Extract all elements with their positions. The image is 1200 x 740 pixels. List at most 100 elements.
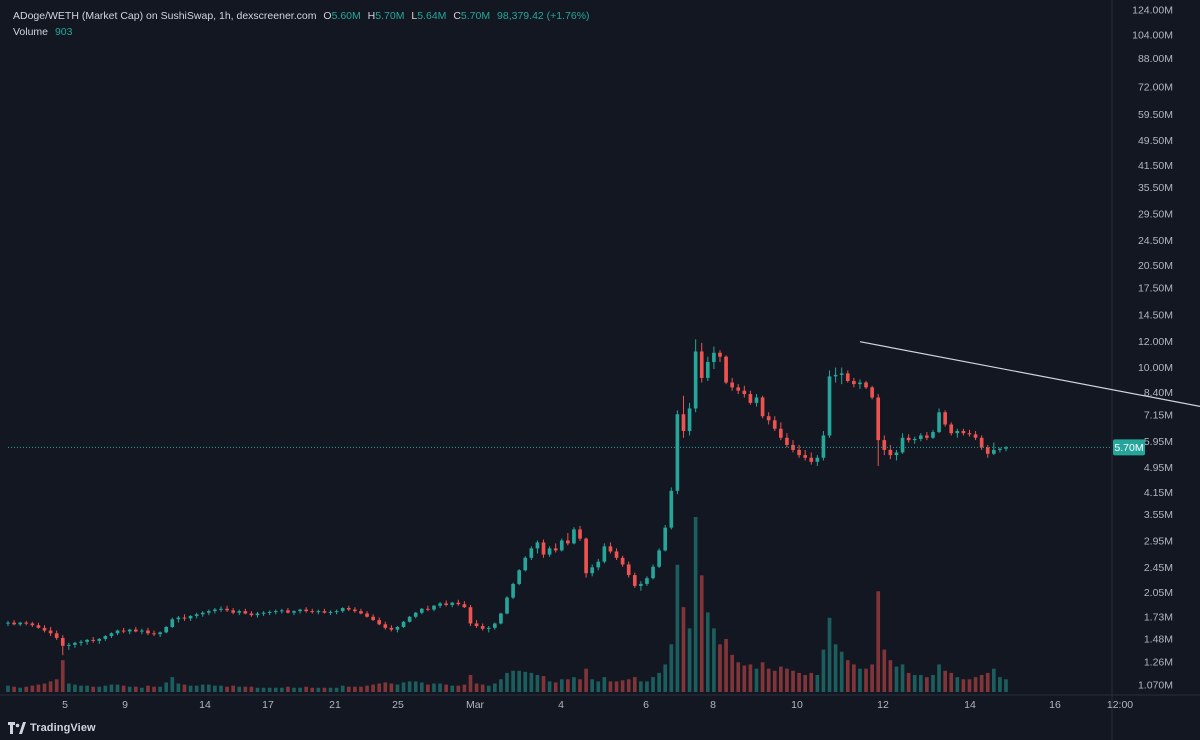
candle-body: [766, 416, 771, 421]
candle: [748, 390, 753, 405]
candle-body: [194, 614, 199, 616]
candle-body: [553, 548, 558, 551]
y-tick-label: 24.50M: [1138, 235, 1173, 247]
volume-bar: [121, 685, 126, 692]
volume-bar: [663, 664, 668, 692]
candle-body: [918, 435, 923, 439]
candle-body: [705, 362, 710, 378]
volume-bar: [772, 670, 777, 692]
candle: [170, 617, 175, 628]
volume-bar: [979, 675, 984, 692]
volume-bar: [815, 675, 820, 692]
candle-body: [657, 550, 661, 567]
candle: [998, 447, 1002, 453]
candle-body: [426, 608, 430, 610]
trendline-group[interactable]: [859, 341, 1200, 413]
candle: [140, 628, 144, 635]
volume-bar: [146, 685, 150, 692]
candle-body: [992, 449, 996, 454]
candle-body: [815, 457, 820, 462]
volume-bar: [456, 685, 461, 692]
candle-body: [699, 351, 704, 378]
volume-bar: [243, 686, 248, 692]
volume-bar: [85, 685, 89, 692]
volume-bar: [231, 685, 235, 692]
candle: [906, 434, 911, 443]
volume-bar: [480, 684, 485, 692]
x-tick-label: Mar: [466, 699, 485, 711]
candle: [876, 394, 881, 467]
volume-bar: [632, 677, 637, 692]
legend-change-value: 98,379.42 (+1.76%): [497, 10, 590, 22]
candle: [992, 442, 996, 456]
candle: [85, 638, 89, 645]
candle: [523, 556, 528, 572]
volume-bar: [30, 685, 35, 692]
candle: [632, 572, 637, 588]
candle: [675, 410, 680, 495]
candle-body: [797, 449, 801, 456]
trendline[interactable]: [859, 341, 1200, 413]
candle: [815, 455, 820, 467]
volume-bar: [48, 681, 53, 692]
candle: [651, 564, 655, 580]
volume-bar: [943, 670, 947, 692]
candle-body: [85, 639, 89, 642]
candle-body: [608, 546, 613, 552]
candle-body: [584, 538, 588, 574]
candle: [91, 637, 96, 643]
y-axis[interactable]: 124.00M 104.00M 88.00M 72.00M 59.50M 49.50M 41…: [1132, 5, 1173, 692]
volume-bar: [888, 660, 893, 692]
candle-body: [754, 397, 759, 403]
volume-bar: [444, 684, 448, 692]
candle: [705, 356, 710, 381]
candle: [12, 620, 16, 626]
volume-bar: [596, 681, 601, 692]
candle: [419, 608, 424, 615]
x-tick-label: 6: [643, 699, 649, 711]
x-axis[interactable]: 5 9 14 17 21 25 Mar 4 6 8 10 12 14 16 12:00: [62, 699, 1133, 711]
candle-body: [249, 613, 254, 616]
candle: [833, 367, 838, 383]
candle: [413, 611, 418, 619]
candle: [937, 408, 941, 434]
candle: [316, 609, 321, 615]
volume-bar: [517, 670, 521, 692]
volume-bar: [359, 686, 363, 692]
volume-bar: [894, 666, 899, 692]
candle: [225, 605, 229, 612]
candle: [310, 608, 315, 614]
volume-bar: [803, 675, 808, 692]
volume-bar: [237, 686, 242, 692]
candle: [30, 621, 35, 627]
candle-body: [419, 608, 424, 613]
volume-bar: [267, 687, 272, 692]
volume-bar: [407, 681, 412, 692]
volume-bar: [918, 675, 923, 692]
last-price-badge-label: 5.70M: [1114, 442, 1143, 454]
candle-body: [547, 548, 552, 555]
y-tick-label: 1.48M: [1144, 633, 1173, 645]
y-tick-label: 7.15M: [1144, 410, 1173, 422]
candle-body: [79, 641, 83, 643]
volume-bar: [109, 684, 114, 692]
candle: [614, 548, 619, 560]
candle: [626, 561, 631, 578]
candle: [206, 609, 211, 616]
candle-body: [450, 602, 455, 605]
volume-bar: [523, 671, 528, 692]
y-tick-label: 4.15M: [1144, 487, 1173, 499]
candle: [961, 428, 966, 436]
candle-body: [456, 602, 461, 605]
volume-bar: [559, 679, 564, 692]
candle-body: [955, 430, 960, 434]
volume-bar: [742, 665, 747, 692]
candle: [480, 623, 485, 631]
candle-body: [961, 430, 966, 434]
tradingview-brand[interactable]: TradingView: [8, 720, 96, 736]
candle: [109, 632, 114, 638]
candle-body: [852, 380, 856, 385]
volume-bar: [6, 685, 10, 692]
candle-body: [133, 629, 138, 632]
